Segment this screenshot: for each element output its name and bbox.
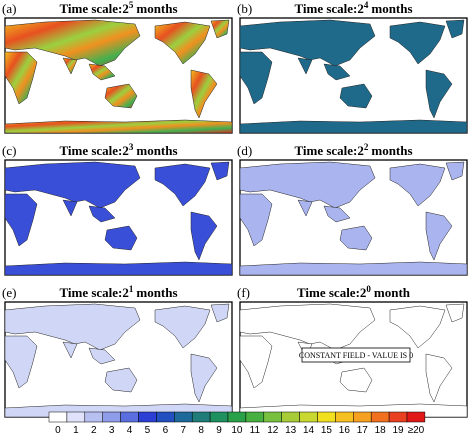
colorbar-label: ≥20 [408,425,425,435]
panel-label: (e) [2,285,16,300]
panel-title: Time scale:23 months [59,142,177,158]
title-suffix: month [374,285,411,300]
title-exponent: 1 [129,284,134,294]
colorbar-label: 12 [267,425,279,435]
colorbar-swatch [317,411,336,423]
panel: (c) Time scale:23 months [2,142,233,276]
title-prefix: Time scale:2 [294,1,363,16]
colorbar-swatch [245,411,265,423]
colorbar-label: 1 [73,425,79,435]
colorbar-swatch [335,411,354,423]
colorbar-swatch [353,411,372,423]
colorbar-label: 0 [55,425,61,435]
colorbar-swatch [263,411,282,423]
annotation-box [301,347,411,363]
colorbar-label: 14 [303,425,315,435]
panel-title: Time scale:20 month [297,284,411,300]
colorbar-swatch [209,411,229,423]
title-exponent: 3 [129,142,134,152]
title-suffix: months [136,143,177,158]
colorbar-label: 6 [163,425,169,435]
colorbar-label: 18 [375,425,387,435]
title-suffix: months [371,143,412,158]
panel-label: (f) [237,285,250,300]
panel-label: (c) [2,143,16,158]
panel-label: (d) [237,143,252,158]
colorbar-swatch [227,411,247,423]
panel: (b) Time scale:24 months [237,0,468,134]
colorbar-label: 5 [145,425,151,435]
colorbar-label: 10 [231,425,243,435]
colorbar-label: 2 [91,425,97,435]
panel-label: (b) [237,1,252,16]
panel-title: Time scale:25 months [59,0,177,16]
colorbar-swatch [299,411,318,423]
colorbar-label: 17 [357,425,369,435]
colorbar-swatch [406,411,426,423]
panel-label: (a) [2,1,16,16]
panel: (e) Time scale:21 months [2,284,233,418]
colorbar-label: 8 [198,425,204,435]
panels: (a) Time scale:25 months (b) Time scale:24 mo… [2,0,468,418]
colorbar-label: 4 [127,425,133,435]
colorbar-swatch [388,411,408,423]
colorbar: 0 1 2 3 4 5 6 7 8 9 10 11 12 13 14 15 16 17 18 19 ≥20 [48,411,426,435]
title-prefix: Time scale:2 [294,143,363,158]
panel: (f) Time scale:20 month CONSTANT FIELD - VA… [237,284,468,418]
title-suffix: months [371,1,412,16]
colorbar-label: 9 [216,425,222,435]
panel: (d) Time scale:22 months [237,142,468,276]
colorbar-swatch [138,411,157,423]
panel-title: Time scale:24 months [294,0,412,16]
colorbar-label: 7 [180,425,186,435]
colorbar-swatch [102,411,121,423]
colorbar-swatch [66,411,86,423]
colorbar-label: 11 [250,425,261,435]
title-prefix: Time scale:2 [59,285,128,300]
title-suffix: months [136,1,177,16]
title-exponent: 0 [366,284,371,294]
colorbar-label: 19 [392,425,404,435]
panel: (a) Time scale:25 months [2,0,233,134]
title-exponent: 4 [364,0,369,10]
colorbar-label: 3 [109,425,115,435]
title-suffix: months [136,285,177,300]
colorbar-swatch [48,411,68,423]
title-prefix: Time scale:2 [297,285,366,300]
title-prefix: Time scale:2 [59,143,128,158]
colorbar-swatch [370,411,390,423]
colorbar-label: 16 [339,425,351,435]
colorbar-swatch [120,411,139,423]
colorbar-swatch [174,411,193,423]
annotation: CONSTANT FIELD - VALUE IS 0 [299,351,413,360]
panel-title: Time scale:22 months [294,142,412,158]
panel-title: Time scale:21 months [59,284,177,300]
colorbar-swatch [84,411,103,423]
colorbar-swatch [191,411,211,423]
title-prefix: Time scale:2 [59,1,128,16]
colorbar-swatch [281,411,300,423]
colorbar-swatch [156,411,175,423]
title-exponent: 5 [129,0,134,10]
colorbar-label: 15 [321,425,333,435]
colorbar-label: 13 [285,425,297,435]
title-exponent: 2 [364,142,369,152]
